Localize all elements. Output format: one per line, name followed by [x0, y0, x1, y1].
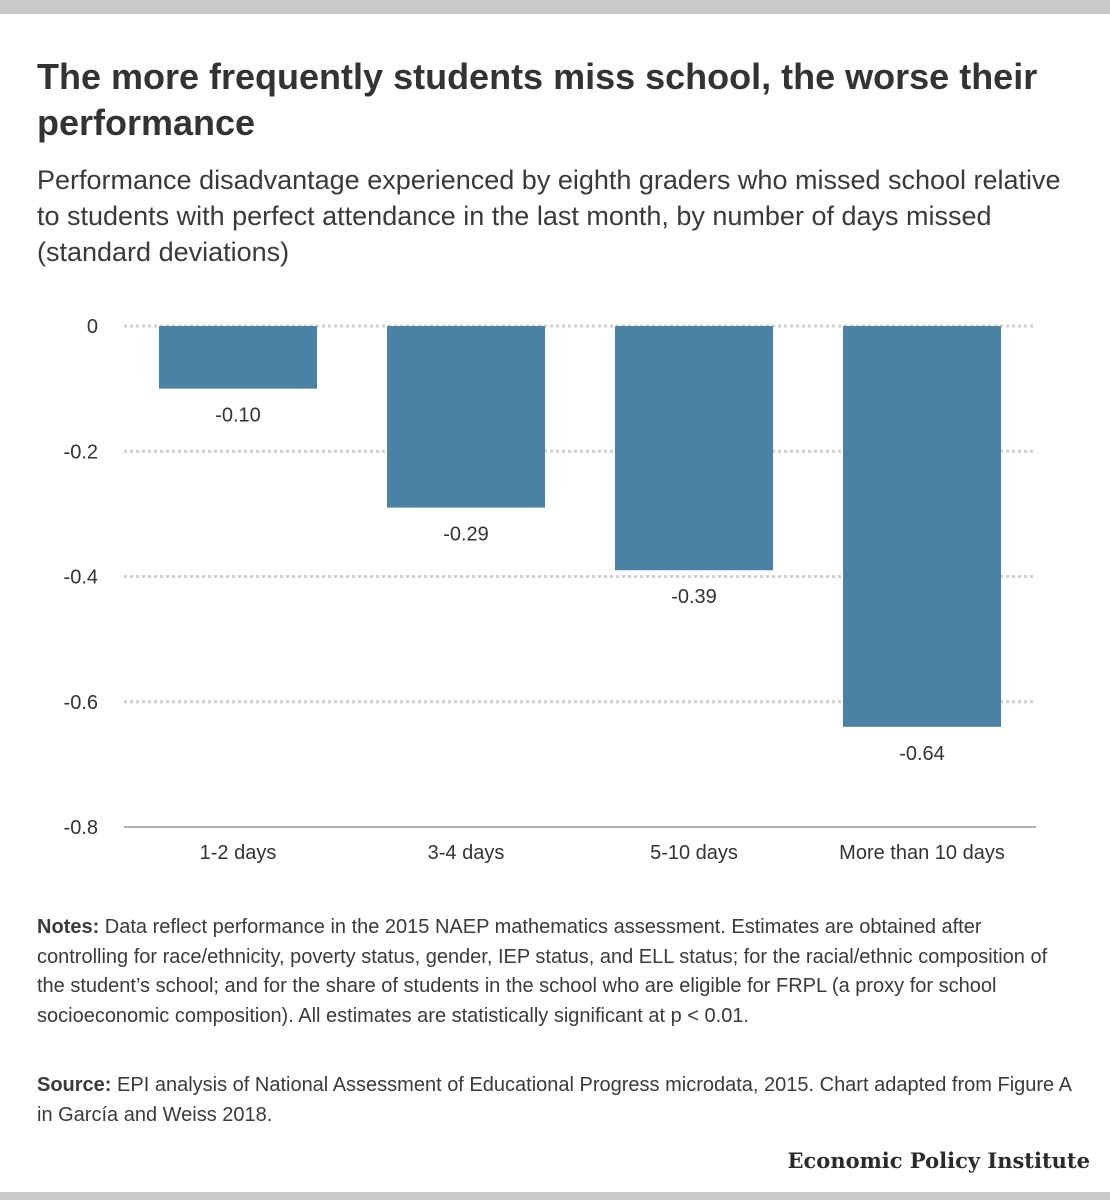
bar-chart: 0 -0.2 -0.4 -0.6 -0.8 -0.10 1-2 days -0.29 3-4 d… [64, 316, 1036, 864]
notes-label: Notes: [37, 916, 100, 938]
notes-text: Data reflect performance in the 2015 NAE… [37, 916, 1048, 1027]
bottom-border [0, 1192, 1110, 1200]
bar-value-label: -0.29 [443, 524, 489, 546]
y-tick-label: -0.8 [64, 817, 98, 839]
chart-title: The more frequently students miss school… [37, 56, 1038, 143]
bar-value-label: -0.39 [671, 586, 717, 608]
x-tick-label: 5-10 days [650, 842, 738, 864]
bar-value-label: -0.64 [899, 743, 945, 765]
label-layer: 0 -0.2 -0.4 -0.6 -0.8 -0.10 1-2 days -0.29 3-4 d… [64, 316, 1005, 864]
bar [615, 326, 773, 571]
y-tick-label: -0.2 [64, 441, 98, 463]
bar [843, 326, 1001, 727]
y-tick-label: -0.4 [64, 567, 98, 589]
bar-layer [159, 326, 1001, 727]
top-border [0, 0, 1110, 14]
bar [159, 326, 317, 389]
epi-logo: Economic Policy Institute [787, 1148, 1090, 1173]
source-text: EPI analysis of National Assessment of E… [37, 1074, 1071, 1126]
x-tick-label: 3-4 days [428, 842, 505, 864]
chart-subtitle: Performance disadvantage experienced by … [37, 165, 1061, 267]
source-label: Source: [37, 1074, 112, 1096]
notes: Notes: Data reflect performance in the 2… [37, 913, 1077, 1031]
x-tick-label: 1-2 days [200, 842, 277, 864]
y-tick-label: -0.6 [64, 692, 98, 714]
x-tick-label: More than 10 days [839, 842, 1005, 864]
y-tick-label: 0 [87, 316, 98, 338]
bar-value-label: -0.10 [215, 405, 261, 427]
source: Source: EPI analysis of National Assessm… [37, 1071, 1077, 1130]
bar [387, 326, 545, 508]
